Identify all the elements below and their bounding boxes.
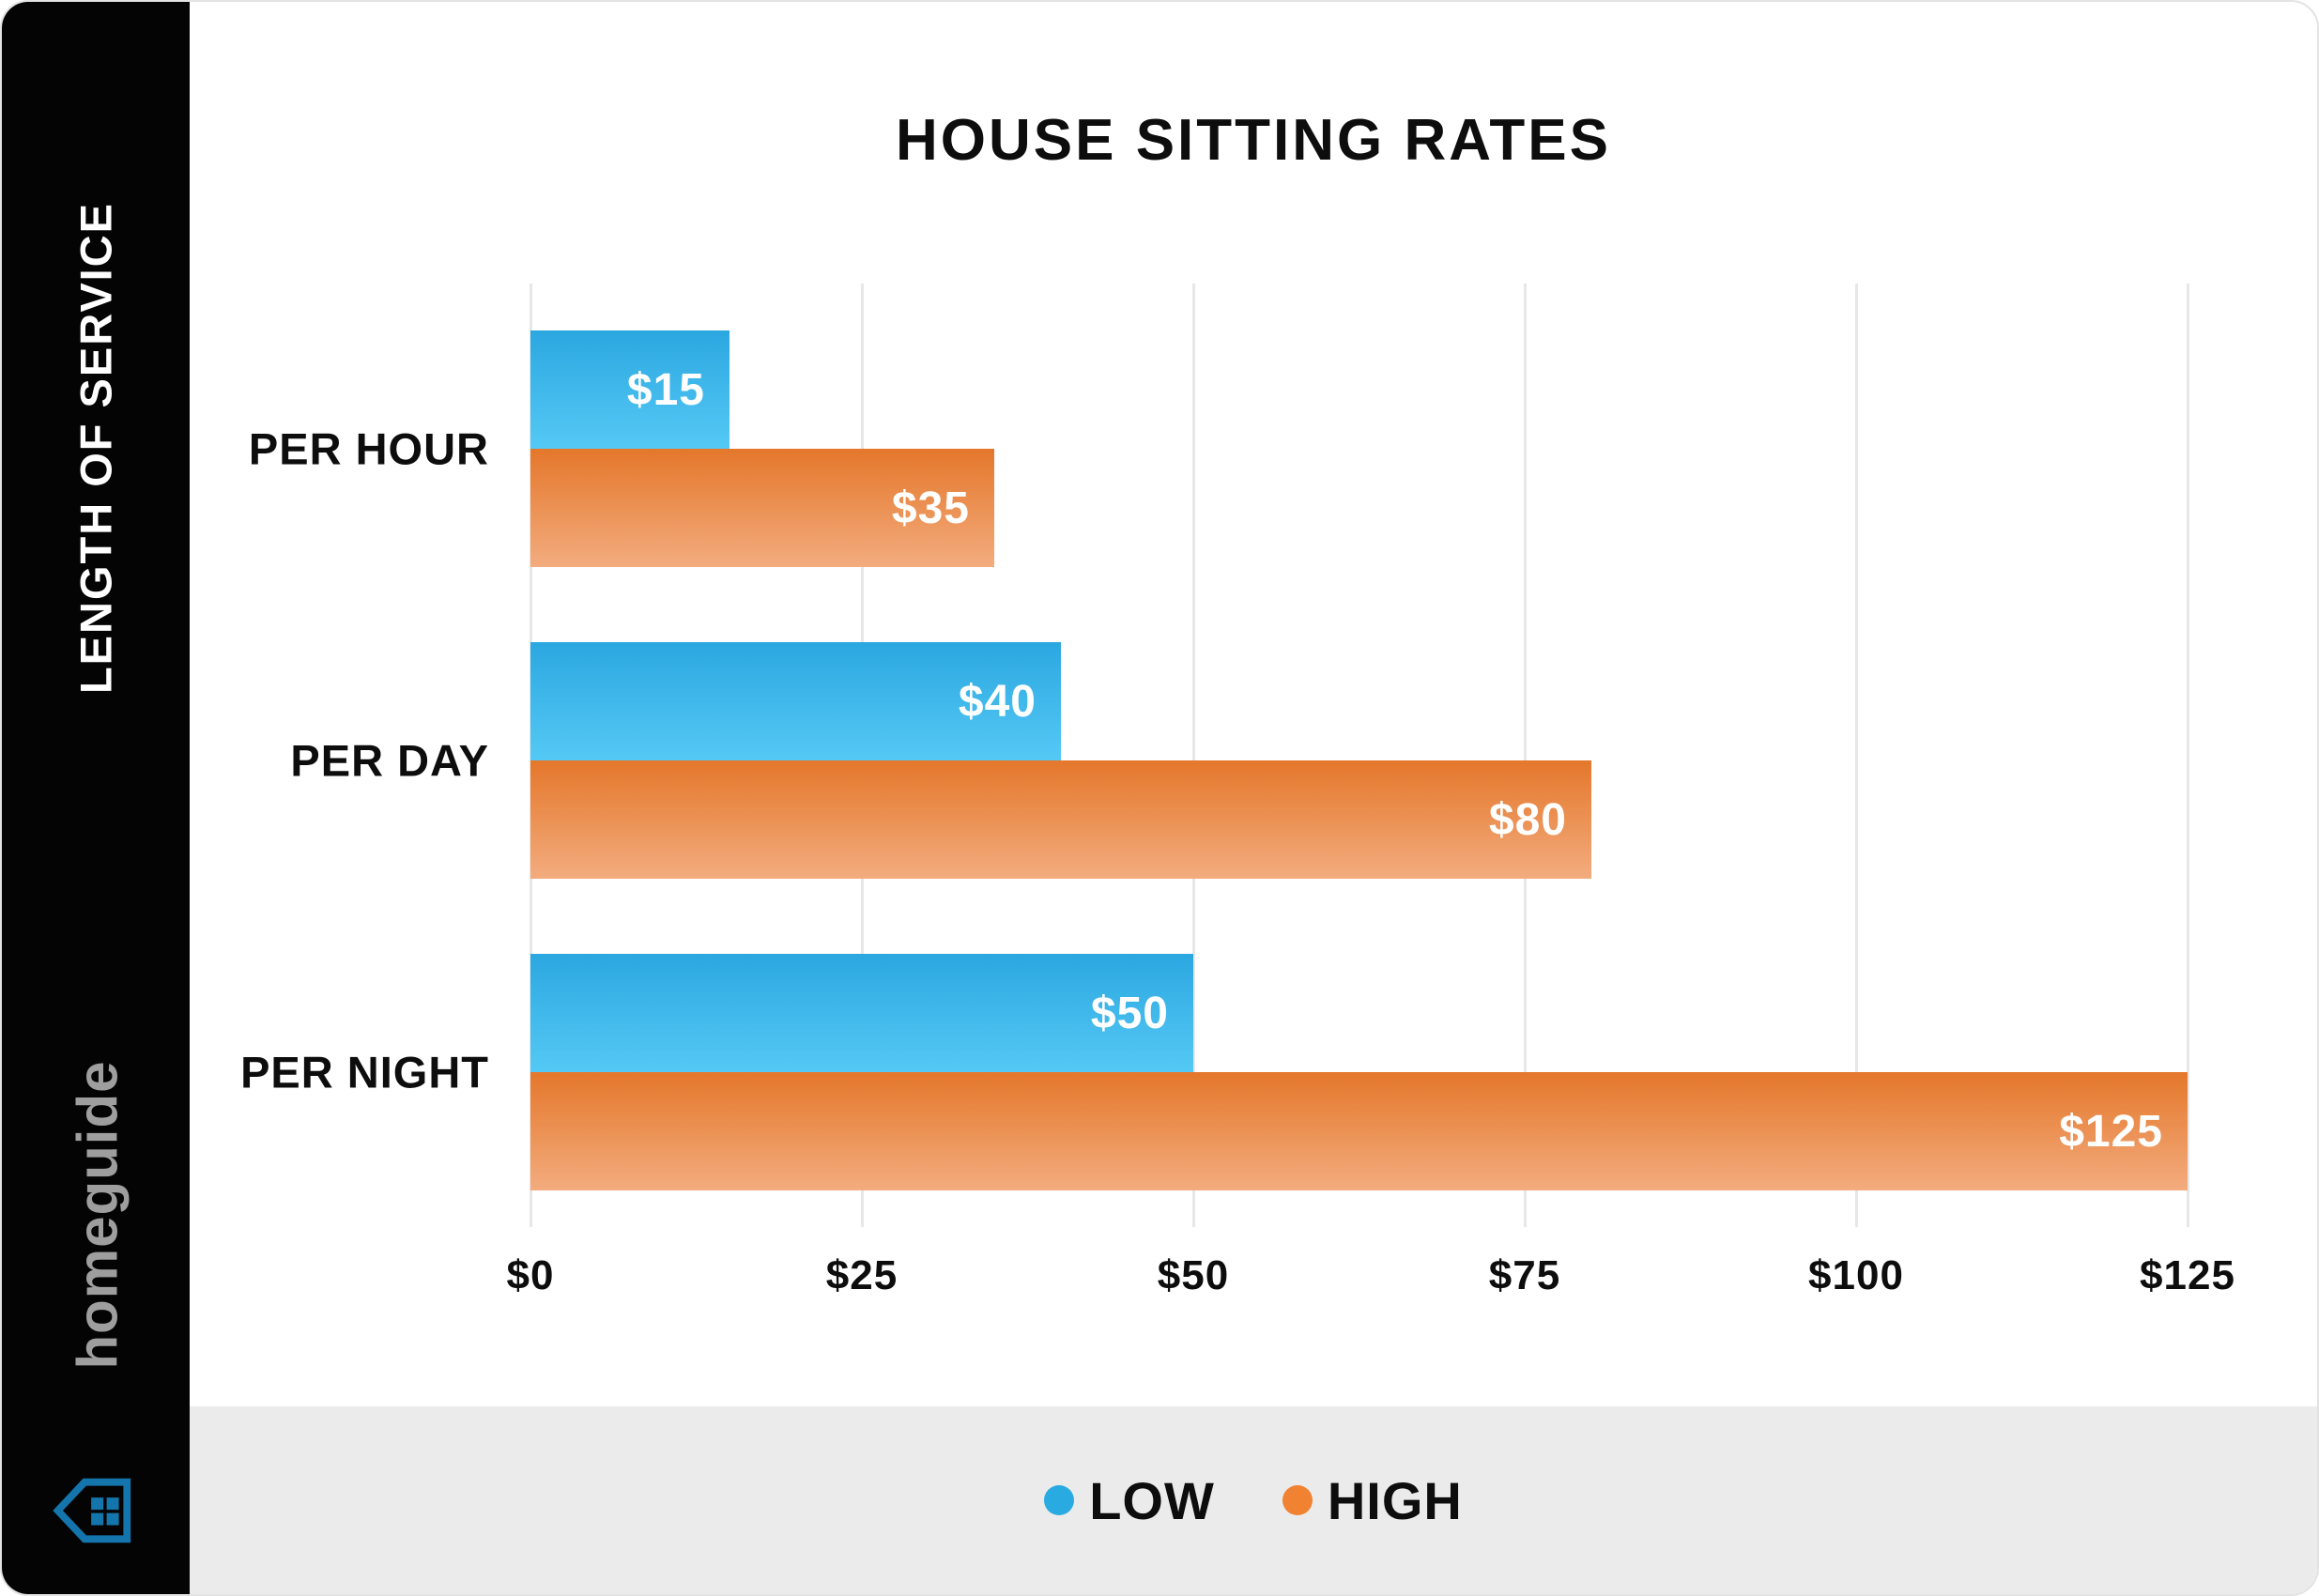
chart-title: HOUSE SITTING RATES bbox=[895, 108, 1611, 173]
bar-value-label: $80 bbox=[1488, 794, 1567, 845]
bar-value-label: $40 bbox=[958, 676, 1037, 727]
gridline-125 bbox=[2187, 284, 2189, 1227]
bar-value-label: $125 bbox=[2059, 1106, 2163, 1157]
x-axis-tick-label-50: $50 bbox=[1157, 1252, 1230, 1298]
bar-high-per-hour: $35 bbox=[530, 449, 994, 567]
legend-band: LOW HIGH bbox=[190, 1406, 2317, 1594]
x-axis-tick-label-100: $100 bbox=[1808, 1252, 1904, 1298]
category-label-per-hour: PER HOUR bbox=[248, 423, 489, 474]
chart-area: HOUSE SITTING RATES PER HOUR $15 $35 PER DA… bbox=[190, 2, 2317, 1594]
bar-low-per-night: $50 bbox=[530, 954, 1193, 1072]
category-label-per-day: PER DAY bbox=[290, 735, 489, 786]
category-label-per-night: PER NIGHT bbox=[240, 1047, 489, 1097]
x-axis-tick-label-125: $125 bbox=[2140, 1252, 2235, 1298]
bar-low-per-hour: $15 bbox=[530, 330, 729, 449]
x-axis-tick-label-75: $75 bbox=[1488, 1252, 1561, 1298]
bar-high-per-day: $80 bbox=[530, 760, 1591, 879]
gridline-50 bbox=[1192, 284, 1195, 1227]
legend-label: HIGH bbox=[1327, 1470, 1463, 1530]
plot-area: PER HOUR $15 $35 PER DAY $40 $80 PER NIGHT $50 $… bbox=[240, 284, 2189, 1227]
bar-value-label: $50 bbox=[1090, 988, 1169, 1038]
legend-swatch-low bbox=[1044, 1485, 1075, 1515]
y-axis-title: LENGTH OF SERVICE bbox=[70, 201, 121, 695]
legend: LOW HIGH bbox=[1044, 1470, 1463, 1531]
gridline-100 bbox=[1855, 284, 1858, 1227]
legend-label: LOW bbox=[1089, 1470, 1215, 1530]
bar-low-per-day: $40 bbox=[530, 642, 1061, 760]
x-axis-tick-label-0: $0 bbox=[506, 1252, 555, 1298]
bar-value-label: $35 bbox=[891, 483, 970, 533]
legend-swatch-high bbox=[1282, 1485, 1313, 1515]
x-axis-tick-label-25: $25 bbox=[825, 1252, 898, 1298]
bar-value-label: $15 bbox=[626, 364, 705, 415]
legend-item-high: HIGH bbox=[1282, 1470, 1463, 1531]
gridline-75 bbox=[1524, 284, 1527, 1227]
sidebar: LENGTH OF SERVICE homeguide bbox=[2, 2, 190, 1594]
x-axis: $0 $25 $50 $75 $100 $125 bbox=[507, 1252, 2235, 1309]
brand-logo-text: homeguide bbox=[66, 1060, 130, 1370]
legend-item-low: LOW bbox=[1044, 1470, 1215, 1531]
bar-high-per-night: $125 bbox=[530, 1072, 2188, 1190]
house-icon bbox=[53, 1478, 131, 1543]
